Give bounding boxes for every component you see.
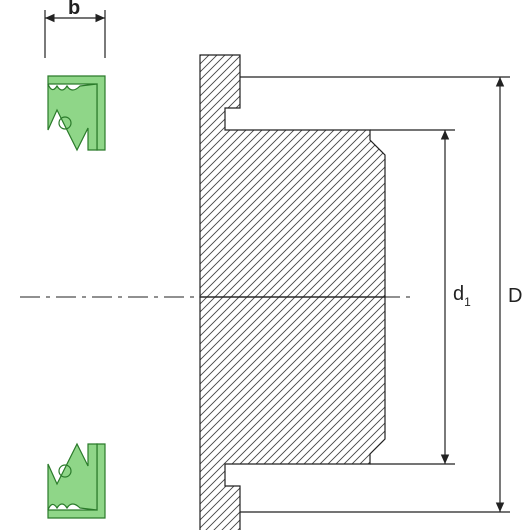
label-D: D [508, 285, 522, 307]
housing-top [200, 55, 385, 297]
housing-bottom [200, 297, 385, 530]
seal-top [48, 76, 105, 150]
diagram-canvas: b D d1 [0, 0, 530, 530]
label-b: b [68, 0, 80, 19]
label-d1: d1 [453, 283, 471, 309]
dimension-b: b [45, 0, 105, 58]
seal-bottom [48, 444, 105, 518]
